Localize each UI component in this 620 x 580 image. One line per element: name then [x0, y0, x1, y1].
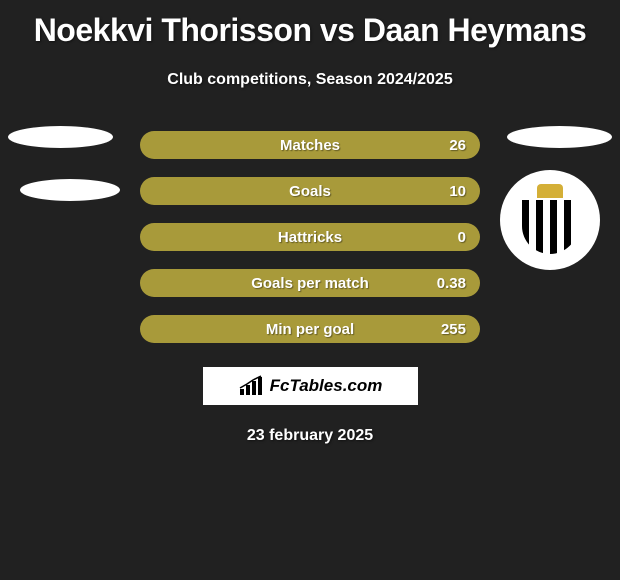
- stat-label: Hattricks: [278, 229, 342, 246]
- stat-value: 255: [441, 321, 466, 338]
- date-label: 23 february 2025: [0, 427, 620, 445]
- stat-value: 10: [449, 183, 466, 200]
- badge-shield-icon: [522, 184, 578, 256]
- stat-bar-goals-per-match: Goals per match 0.38: [140, 269, 480, 297]
- stat-value: 0.38: [437, 275, 466, 292]
- brand-text: FcTables.com: [270, 376, 383, 396]
- right-decoration-1: [507, 126, 612, 148]
- stat-value: 0: [458, 229, 466, 246]
- left-decoration-2: [20, 179, 120, 201]
- page-title: Noekkvi Thorisson vs Daan Heymans: [0, 0, 620, 49]
- stat-label: Matches: [280, 137, 340, 154]
- subtitle: Club competitions, Season 2024/2025: [0, 71, 620, 89]
- stat-label: Min per goal: [266, 321, 354, 338]
- stat-label: Goals: [289, 183, 331, 200]
- stat-bar-goals: Goals 10: [140, 177, 480, 205]
- brand-logo: FcTables.com: [203, 367, 418, 405]
- left-decoration-1: [8, 126, 113, 148]
- stat-label: Goals per match: [251, 275, 369, 292]
- stat-bar-min-per-goal: Min per goal 255: [140, 315, 480, 343]
- stat-value: 26: [449, 137, 466, 154]
- stat-bar-matches: Matches 26: [140, 131, 480, 159]
- chart-icon: [238, 375, 264, 397]
- stat-bar-hattricks: Hattricks 0: [140, 223, 480, 251]
- club-badge: [500, 170, 600, 270]
